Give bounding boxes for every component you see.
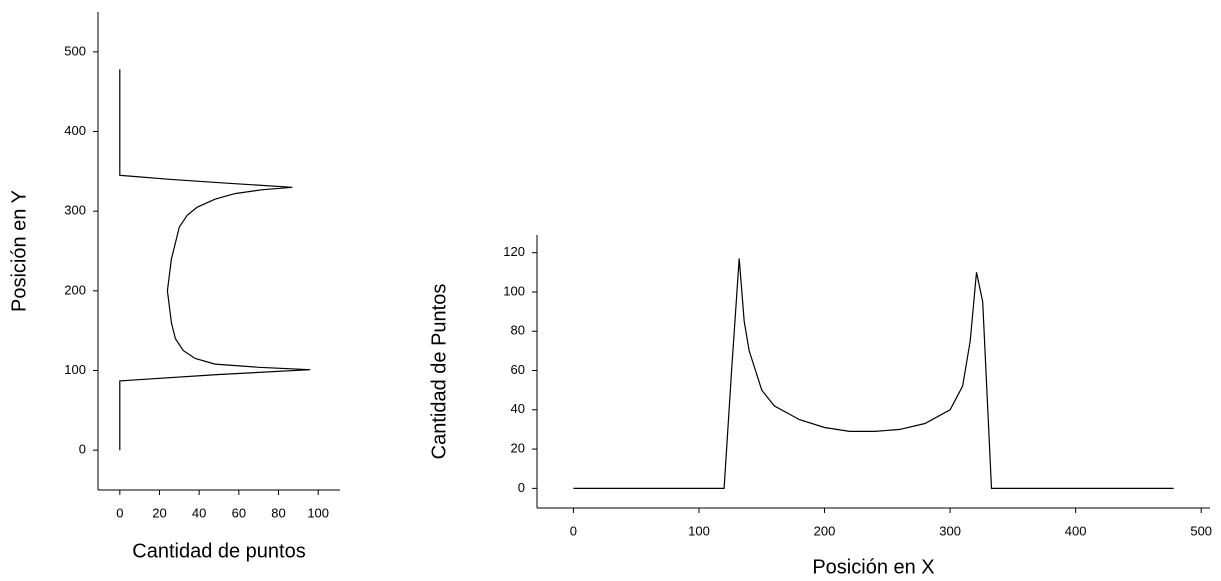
x-tick-label: 200 xyxy=(814,523,836,538)
y-tick-label: 120 xyxy=(503,244,525,259)
y-tick-label: 60 xyxy=(511,362,525,377)
x-tick-label: 500 xyxy=(1190,523,1212,538)
x-tick-label: 400 xyxy=(1065,523,1087,538)
x-axis-label: Posición en X xyxy=(812,556,934,578)
x-tick-label: 80 xyxy=(271,505,285,520)
y-tick-label: 40 xyxy=(511,401,525,416)
y-tick-label: 20 xyxy=(511,441,525,456)
x-tick-label: 20 xyxy=(152,505,166,520)
y-tick-label: 0 xyxy=(79,442,86,457)
y-tick-label: 0 xyxy=(518,480,525,495)
x-tick-label: 0 xyxy=(116,505,123,520)
y-axis-label: Cantidad de Puntos xyxy=(428,284,450,460)
y-axis-label: Posición en Y xyxy=(8,190,30,312)
data-line xyxy=(573,258,1174,489)
x-tick-label: 300 xyxy=(939,523,961,538)
y-tick-label: 80 xyxy=(511,323,525,338)
data-line xyxy=(119,69,311,451)
y-tick-label: 400 xyxy=(64,123,86,138)
x-tick-label: 0 xyxy=(570,523,577,538)
x-tick-label: 100 xyxy=(688,523,710,538)
y-tick-label: 300 xyxy=(64,203,86,218)
y-tick-label: 100 xyxy=(503,283,525,298)
y-tick-label: 500 xyxy=(64,43,86,58)
x-axis-label: Cantidad de puntos xyxy=(132,540,305,562)
y-tick-label: 200 xyxy=(64,282,86,297)
x-tick-label: 40 xyxy=(192,505,206,520)
x-tick-label: 60 xyxy=(232,505,246,520)
y-tick-label: 100 xyxy=(64,362,86,377)
x-tick-label: 100 xyxy=(307,505,329,520)
